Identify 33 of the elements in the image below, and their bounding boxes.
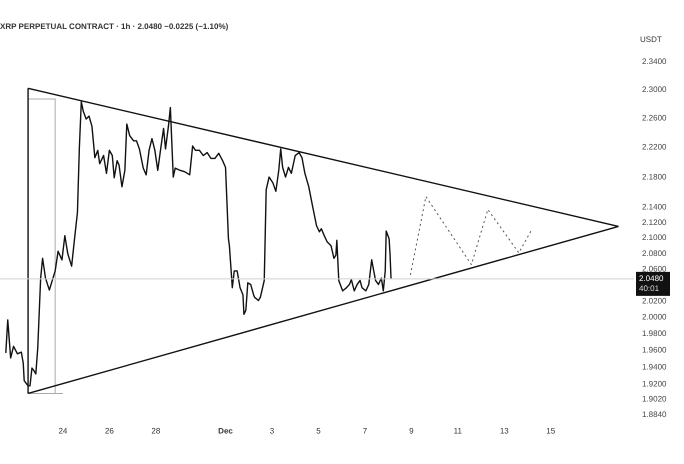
x-tick-label: 5 xyxy=(316,426,322,436)
x-tick-label: Dec xyxy=(218,426,234,436)
y-tick-label: 2.3400 xyxy=(642,56,668,66)
y-tick-label: 2.0200 xyxy=(642,296,668,306)
x-tick-label: 11 xyxy=(454,426,463,436)
ref-line-label: 2.0480 xyxy=(639,274,664,284)
y-tick-label: 1.9800 xyxy=(642,329,668,338)
y-tick-label: 1.9400 xyxy=(642,362,668,372)
y-tick-label: 2.1400 xyxy=(642,202,668,212)
y-tick-label: 1.9600 xyxy=(642,346,668,355)
y-tick-label: 2.3000 xyxy=(642,84,668,94)
y-tick-label: 1.8840 xyxy=(642,410,668,420)
chart-title: XRP PERPETUAL CONTRACT · 1h · 2.0480 −0.0225 (−1.10%) xyxy=(0,22,229,32)
y-tick-label: 2.0800 xyxy=(642,248,668,258)
y-tick-label: 2.2200 xyxy=(642,142,668,152)
x-tick-label: 7 xyxy=(362,426,368,436)
y-tick-label: 2.1200 xyxy=(642,218,668,227)
y-tick-label: 2.0000 xyxy=(642,312,668,322)
x-tick-label: 26 xyxy=(104,426,114,436)
y-tick-label: 2.1000 xyxy=(642,233,668,242)
y-tick-label: 1.9020 xyxy=(642,394,668,404)
x-tick-label: 15 xyxy=(546,426,556,436)
y-tick-label: 1.9200 xyxy=(642,379,668,388)
x-tick-label: 28 xyxy=(151,426,161,436)
text: 40:01 xyxy=(639,284,660,294)
x-tick-label: 13 xyxy=(500,426,510,436)
y-tick-label: 2.1800 xyxy=(642,172,668,182)
y-axis-title: USDT xyxy=(640,34,662,44)
y-tick-label: 2.0600 xyxy=(642,264,668,274)
y-tick-label: 2.2600 xyxy=(642,114,668,123)
x-tick-label: 24 xyxy=(58,426,68,436)
x-tick-label: 9 xyxy=(409,426,414,436)
x-tick-label: 3 xyxy=(270,426,275,436)
